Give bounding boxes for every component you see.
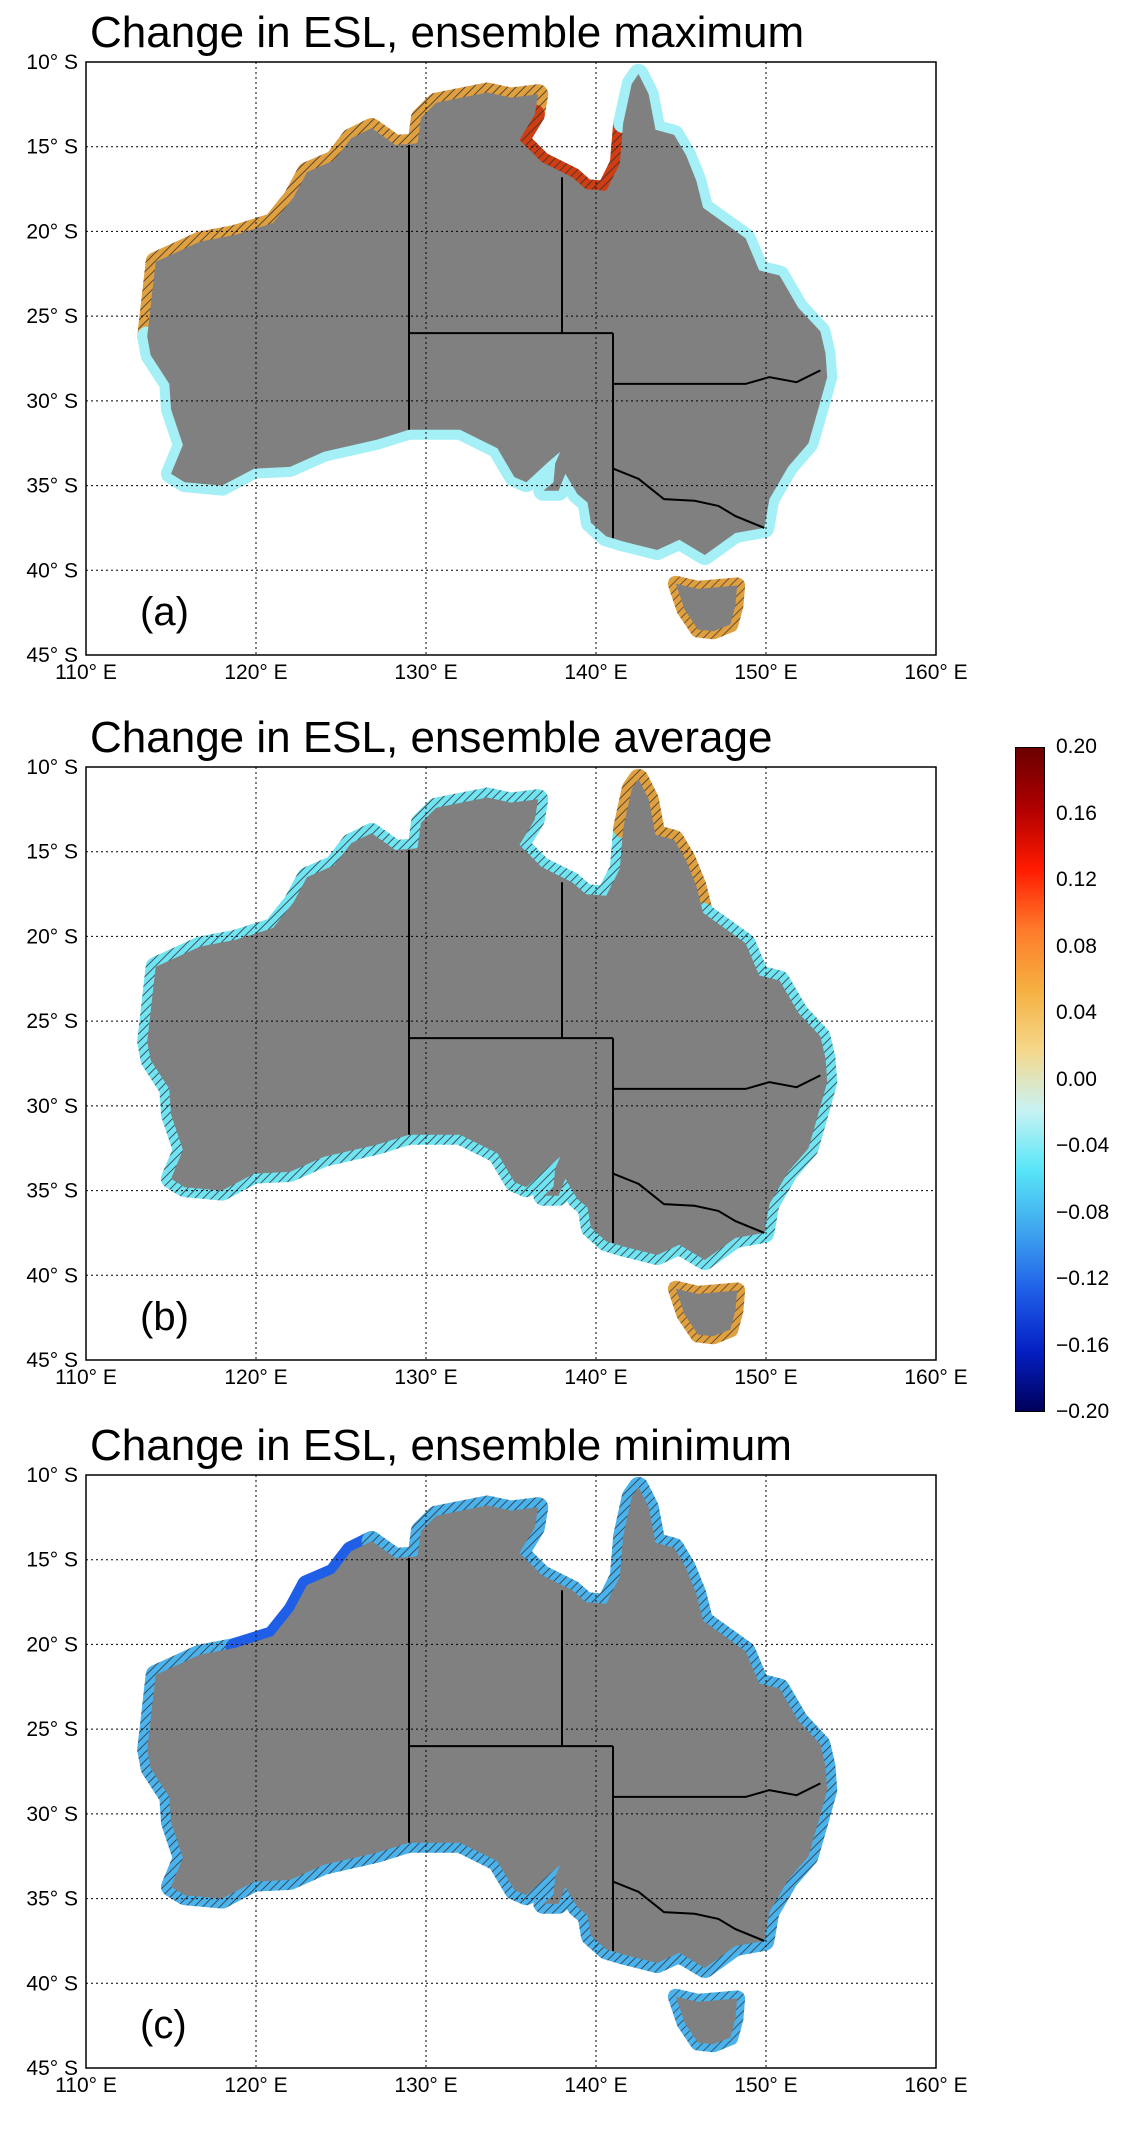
- lon-tick-label: 130° E: [394, 661, 457, 684]
- lon-tick-label: 110° E: [55, 1366, 117, 1389]
- lon-tick-label: 140° E: [564, 1366, 627, 1389]
- lat-tick-label: 25° S: [26, 1718, 78, 1741]
- lat-tick-label: 20° S: [26, 925, 78, 948]
- lat-tick-label: 45° S: [26, 1349, 78, 1372]
- lon-tick-label: 160° E: [904, 1366, 967, 1389]
- australia-land: [147, 73, 828, 556]
- colorbar-tick-label: 0.12: [1056, 868, 1097, 891]
- map-svg: 110° E 120° E 130° E 140° E 150° E 160° E 10° …: [26, 51, 967, 684]
- tasmania-land: [675, 1996, 738, 2045]
- lat-tick-label: 35° S: [26, 1180, 78, 1203]
- panel-ensemble-average: Change in ESL, ensemble average 110° E 12…: [0, 705, 1141, 1410]
- lon-tick-label: 130° E: [394, 1366, 457, 1389]
- tasmania-land: [675, 583, 738, 632]
- coastal-hatch: [509, 104, 634, 201]
- lat-tick-label: 15° S: [26, 841, 78, 864]
- colorbar-tick-label: −0.20: [1056, 1400, 1110, 1423]
- lat-tick-label: 35° S: [26, 475, 78, 498]
- australia-land: [147, 1486, 828, 1968]
- lon-tick-label: 160° E: [904, 661, 967, 684]
- lat-tick-label: 30° S: [26, 390, 78, 413]
- lon-tick-label: 150° E: [734, 1366, 797, 1389]
- colorbar-tick-label: −0.08: [1056, 1200, 1110, 1224]
- lon-tick-label: 110° E: [55, 661, 117, 684]
- state-border: [612, 1880, 765, 1942]
- lat-tick-label: 25° S: [26, 1010, 78, 1033]
- colorbar-tick-label: 0.08: [1056, 934, 1097, 958]
- lon-tick-label: 110° E: [55, 2074, 117, 2097]
- lon-tick-label: 150° E: [734, 2074, 797, 2097]
- lat-tick-label: 45° S: [26, 2057, 78, 2080]
- tasmania-land: [675, 1288, 738, 1337]
- lat-tick-label: 40° S: [26, 1972, 78, 1995]
- lat-tick-label: 35° S: [26, 1888, 78, 1911]
- colorbar-tick-label: 0.04: [1056, 1001, 1097, 1024]
- lat-tick-label: 15° S: [26, 136, 78, 159]
- colorbar-tick-label: 0.20: [1056, 735, 1097, 758]
- lat-tick-label: 15° S: [26, 1549, 78, 1572]
- panel-ensemble-maximum: Change in ESL, ensemble maximum 110° E 12…: [0, 0, 1141, 705]
- colorbar-tick-label: 0.00: [1056, 1067, 1097, 1091]
- state-border: [613, 1782, 821, 1798]
- state-border: [613, 1074, 821, 1090]
- panel-title: Change in ESL, ensemble average: [90, 713, 773, 762]
- lon-tick-label: 120° E: [224, 2074, 287, 2097]
- colorbar-tick-label: −0.16: [1056, 1333, 1110, 1357]
- panel-ensemble-minimum: Change in ESL, ensemble minimum 110° E 12…: [0, 1413, 1141, 2118]
- panel-label: (b): [140, 1295, 189, 1339]
- map-svg: 110° E 120° E 130° E 140° E 150° E 160° E 10° …: [26, 756, 967, 1389]
- lat-tick-label: 25° S: [26, 305, 78, 328]
- lat-tick-label: 30° S: [26, 1095, 78, 1118]
- lat-tick-label: 10° S: [26, 51, 78, 74]
- lon-tick-label: 150° E: [734, 661, 797, 684]
- lat-tick-label: 45° S: [26, 644, 78, 667]
- panel-label: (a): [140, 590, 189, 634]
- lon-tick-label: 140° E: [564, 661, 627, 684]
- lon-tick-label: 130° E: [394, 2074, 457, 2097]
- lat-tick-label: 10° S: [26, 1464, 78, 1487]
- lon-tick-label: 120° E: [224, 661, 287, 684]
- state-border: [612, 467, 765, 529]
- lat-tick-label: 10° S: [26, 756, 78, 779]
- lat-tick-label: 30° S: [26, 1803, 78, 1826]
- lat-tick-label: 40° S: [26, 559, 78, 582]
- lon-tick-label: 120° E: [224, 1366, 287, 1389]
- panel-title: Change in ESL, ensemble maximum: [90, 8, 805, 57]
- colorbar-tick-label: −0.12: [1056, 1267, 1110, 1290]
- lon-tick-label: 160° E: [904, 2074, 967, 2097]
- lon-tick-label: 140° E: [564, 2074, 627, 2097]
- lat-tick-label: 40° S: [26, 1264, 78, 1287]
- lat-tick-label: 20° S: [26, 1633, 78, 1656]
- colorbar: [1015, 747, 1045, 1412]
- panel-title: Change in ESL, ensemble minimum: [90, 1421, 792, 1470]
- colorbar-tick-label: 0.16: [1056, 801, 1097, 825]
- lat-tick-label: 20° S: [26, 220, 78, 243]
- map-svg: 110° E 120° E 130° E 140° E 150° E 160° E 10° …: [26, 1464, 967, 2097]
- colorbar-tick-label: −0.04: [1056, 1134, 1110, 1157]
- panel-label: (c): [140, 2003, 187, 2047]
- state-border: [612, 1172, 765, 1234]
- state-border: [613, 369, 821, 385]
- australia-land: [147, 778, 828, 1260]
